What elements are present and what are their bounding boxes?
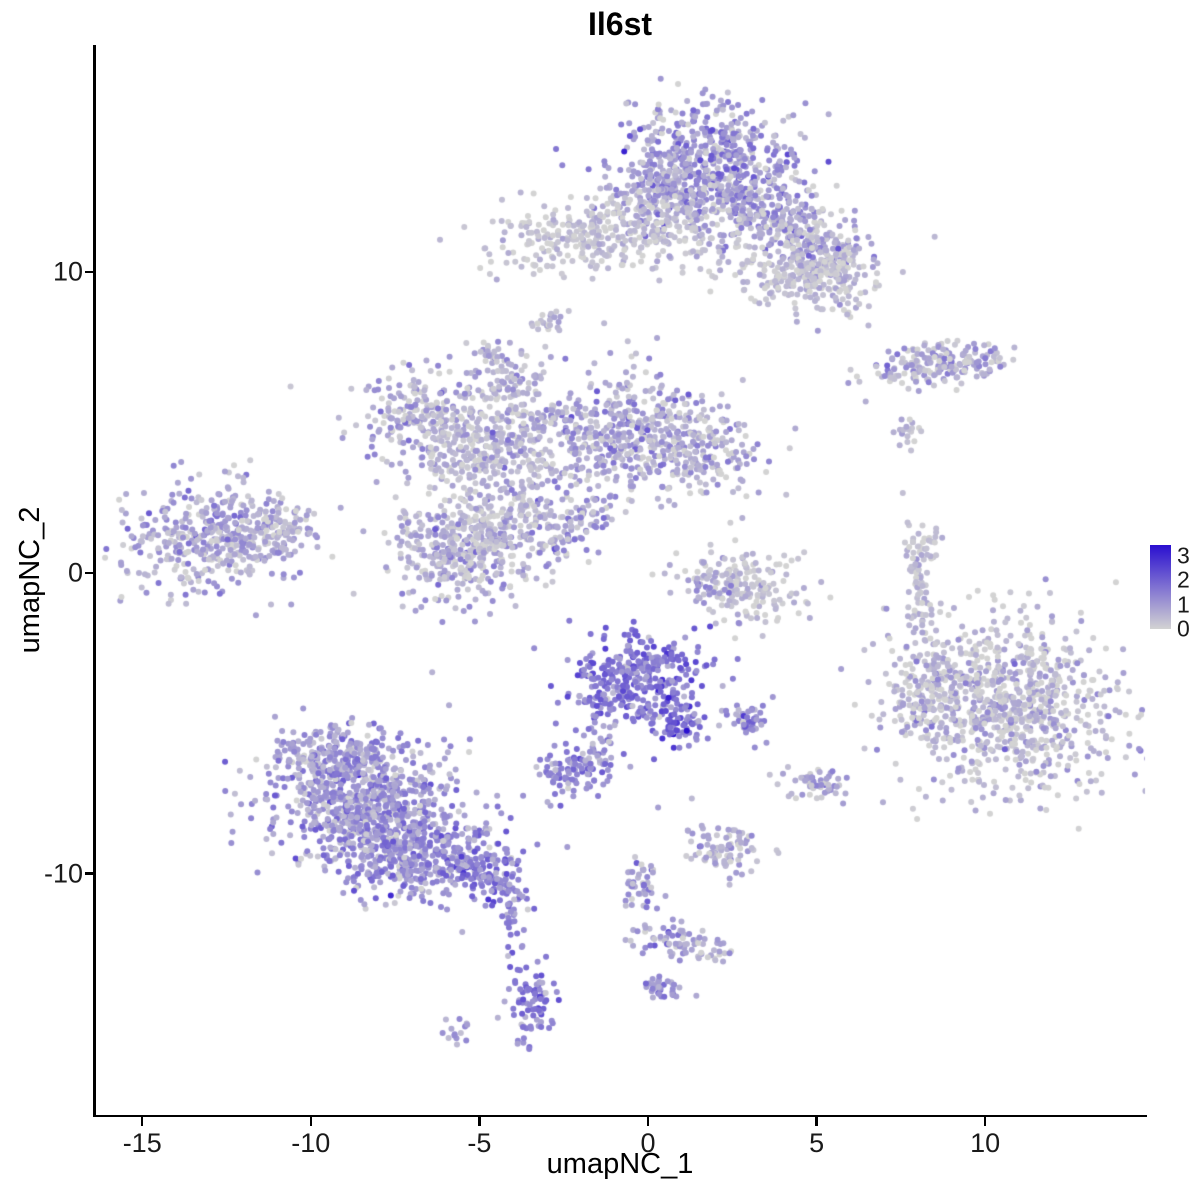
x-axis-line (93, 1114, 1147, 1117)
y-axis-line (93, 45, 96, 1117)
x-tick-label: -5 (467, 1128, 492, 1158)
y-tick-label: 0 (67, 557, 83, 588)
y-tick-label: -10 (43, 858, 83, 889)
x-tick-mark (309, 1117, 313, 1126)
x-tick-label: -10 (291, 1128, 331, 1158)
y-tick-mark (85, 571, 94, 575)
y-tick-mark (85, 270, 94, 274)
x-tick-mark (478, 1117, 481, 1126)
x-tick-label: 0 (640, 1128, 656, 1158)
legend-label: 0 (1177, 615, 1190, 642)
x-tick-mark (646, 1117, 650, 1126)
x-tick-label: -15 (122, 1128, 162, 1158)
legend-label: 2 (1177, 566, 1190, 593)
x-tick-mark (815, 1117, 818, 1126)
legend-label: 1 (1177, 591, 1190, 618)
legend-label: 3 (1177, 542, 1190, 569)
x-tick-label: 5 (809, 1128, 825, 1158)
x-tick-mark (140, 1117, 144, 1126)
x-tick-label: 10 (970, 1128, 1001, 1158)
y-tick-label: 10 (52, 256, 83, 287)
y-tick-mark (85, 872, 94, 875)
legend-gradient-bar (1150, 545, 1171, 629)
x-tick-mark (983, 1117, 987, 1126)
